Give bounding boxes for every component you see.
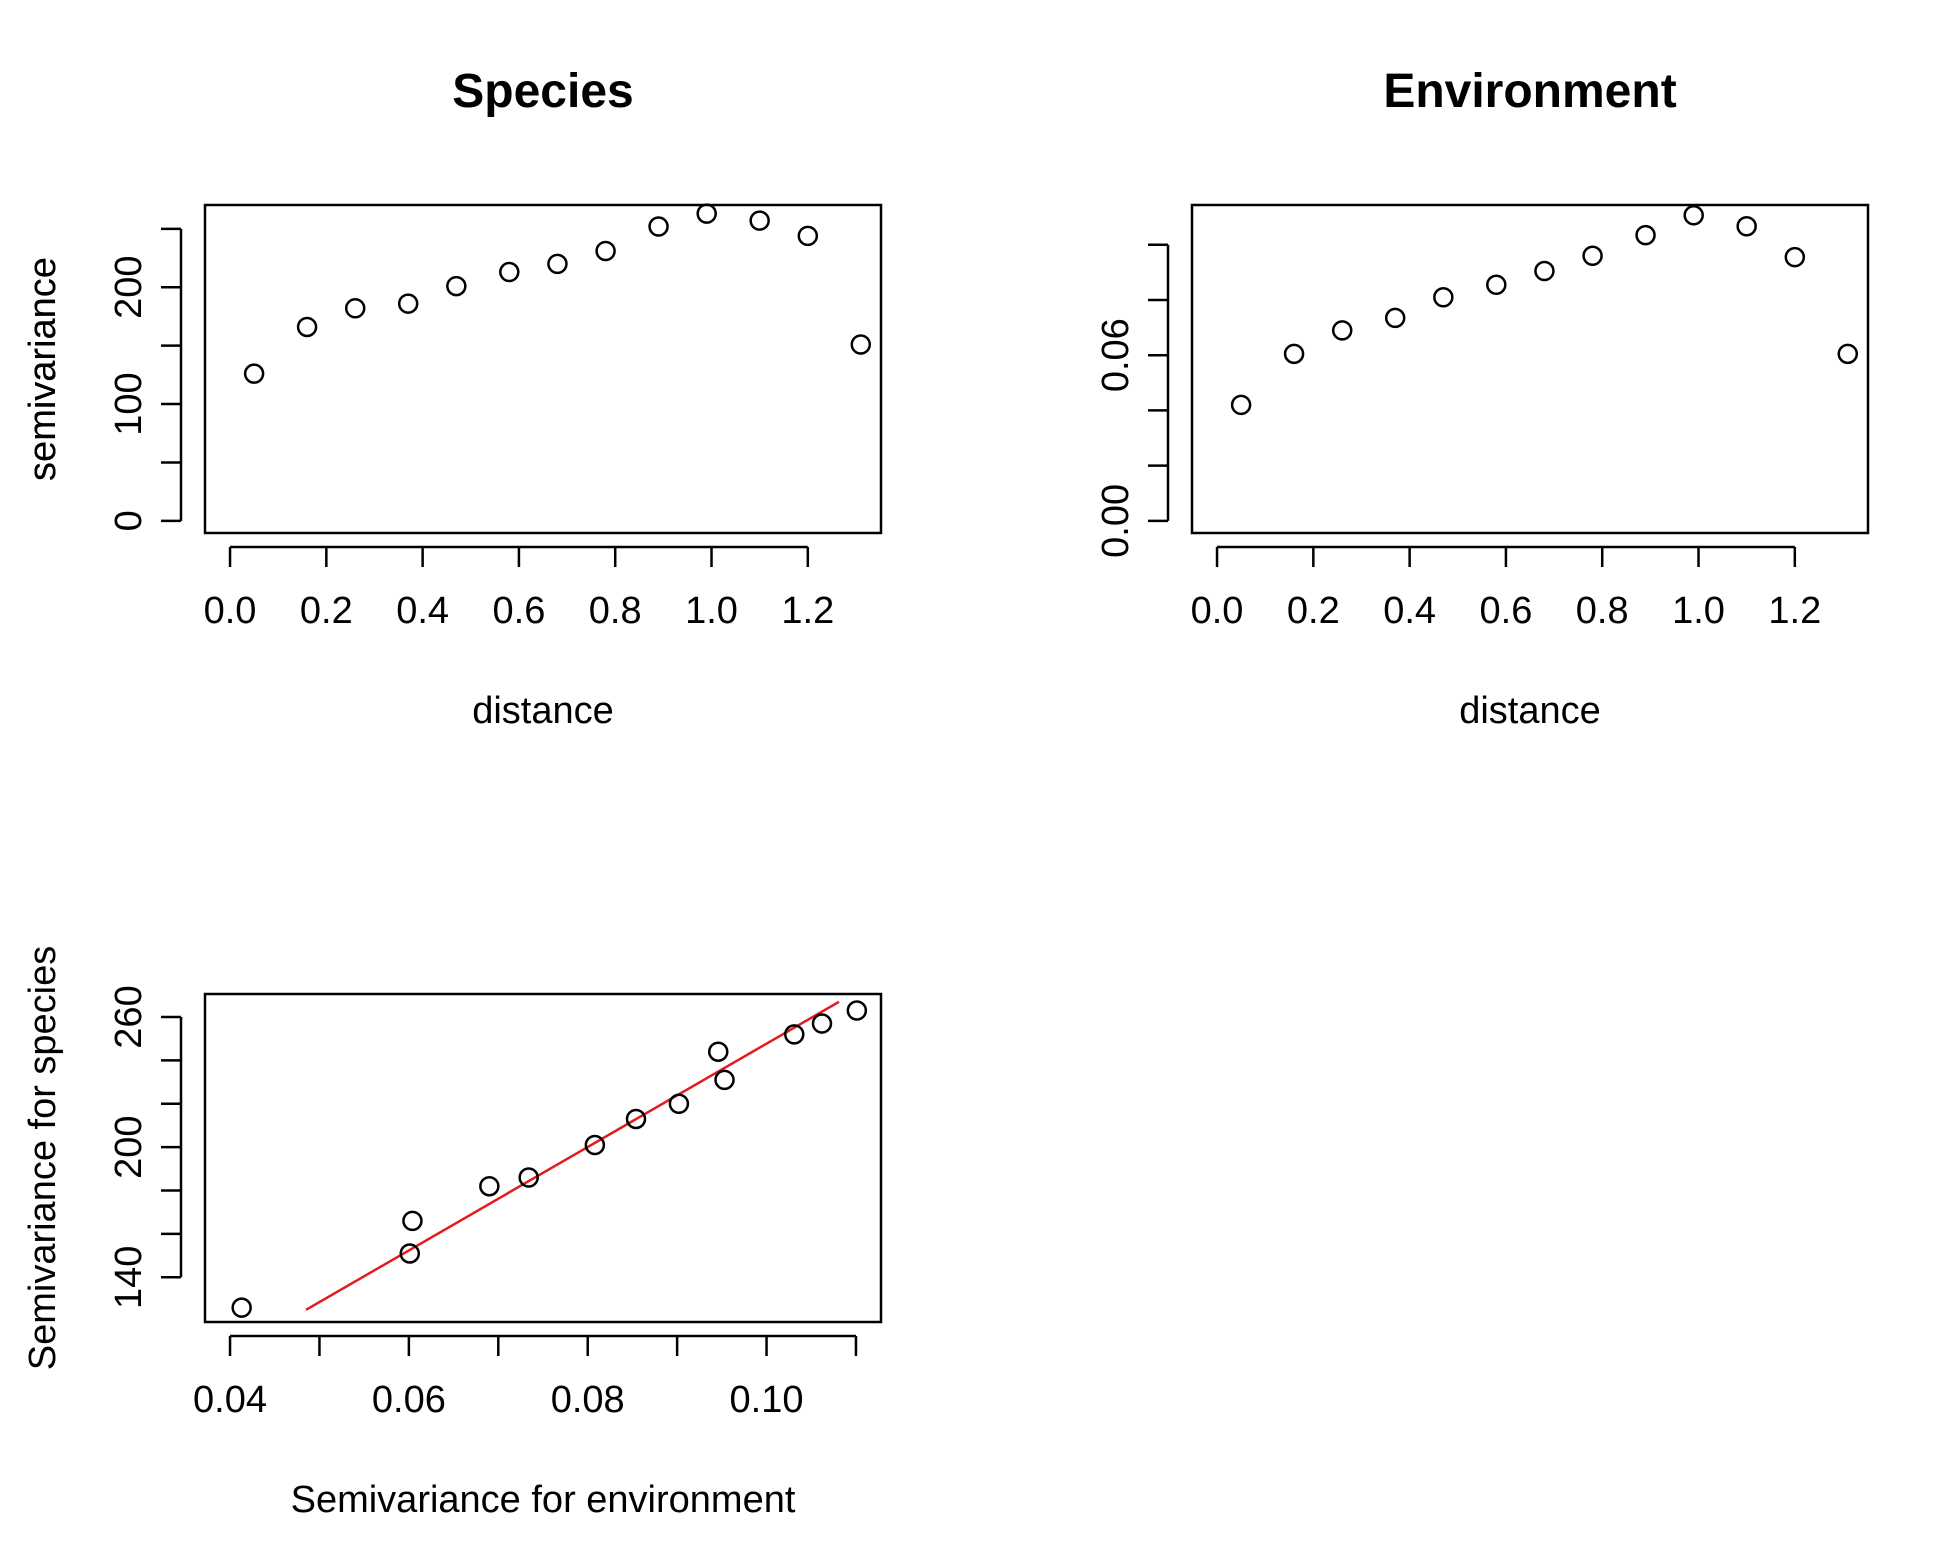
data-point	[584, 1134, 606, 1156]
data-point	[1486, 274, 1507, 296]
x-tick-label: 0.6	[1480, 590, 1533, 632]
chart-title: Environment	[1383, 65, 1676, 118]
data-point	[714, 1069, 735, 1091]
x-tick-label: 1.2	[781, 590, 834, 632]
data-point	[344, 298, 366, 319]
y-axis-label: semivariance	[22, 257, 64, 481]
data-point	[850, 334, 872, 355]
y-tick-label: 140	[108, 1246, 150, 1309]
data-point	[1683, 204, 1704, 226]
data-point	[1283, 343, 1305, 365]
data-point	[1331, 320, 1353, 341]
y-axis-label: semivariance	[22, 257, 64, 481]
data-point	[399, 1243, 421, 1264]
plot-frame	[1190, 203, 1870, 535]
data-point	[811, 1013, 833, 1034]
y-tick-label: 0	[108, 510, 150, 531]
x-tick-label: 0.2	[300, 590, 353, 632]
data-point	[1230, 394, 1252, 416]
data-point	[1736, 216, 1757, 237]
x-tick-label: 0.08	[551, 1379, 625, 1421]
data-point	[625, 1108, 647, 1130]
data-point	[479, 1175, 500, 1197]
data-point	[397, 293, 419, 314]
x-tick-label: 0.04	[193, 1379, 267, 1421]
x-tick-label: 0.4	[396, 590, 449, 632]
data-point	[518, 1167, 539, 1188]
data-point	[784, 1024, 805, 1045]
data-point	[595, 240, 616, 262]
data-point	[1384, 307, 1406, 329]
x-axis-label: Semivariance for environment	[291, 1479, 796, 1521]
data-point	[243, 363, 265, 384]
data-point	[1837, 343, 1859, 365]
y-tick-label: 0.00	[1095, 484, 1137, 558]
x-tick-label: 1.0	[1672, 590, 1725, 632]
x-tick-label: 1.0	[685, 590, 738, 632]
x-axis-label: distance	[1459, 690, 1601, 732]
regression-line	[305, 1000, 840, 1311]
y-tick-label: 260	[108, 985, 150, 1048]
data-point	[296, 316, 318, 338]
data-point	[499, 261, 520, 283]
data-point	[749, 210, 770, 231]
y-axis-label: Semivariance for species	[22, 946, 64, 1371]
data-point	[1433, 286, 1454, 308]
y-tick-label: 0.06	[1095, 318, 1137, 392]
y-tick-label: 200	[108, 256, 150, 319]
data-point	[1635, 224, 1656, 246]
data-point	[1534, 260, 1555, 282]
data-point	[648, 216, 669, 237]
chart-species: Species 0.0 0.2 0.4 0.6 0.8 1.0 1.2 0 100 200 dista…	[22, 65, 883, 732]
x-tick-label: 0.2	[1287, 590, 1340, 632]
x-tick-label: 0.4	[1383, 590, 1436, 632]
data-point	[708, 1041, 729, 1062]
data-point	[1582, 245, 1603, 267]
chart-species-vs-environment: 0.04 0.06 0.08 0.10 140 200 260 Semivariance fo…	[22, 946, 883, 1521]
x-tick-label: 0.10	[730, 1379, 804, 1421]
data-point	[547, 253, 568, 275]
data-point	[797, 225, 819, 247]
x-tick-label: 1.2	[1768, 590, 1821, 632]
data-point	[446, 275, 467, 297]
x-tick-label: 0.0	[204, 590, 257, 632]
plot-frame	[203, 203, 883, 535]
x-tick-label: 0.6	[493, 590, 546, 632]
data-point	[231, 1297, 252, 1318]
x-tick-label: 0.8	[1576, 590, 1629, 632]
data-point	[1784, 246, 1806, 268]
data-point	[402, 1210, 423, 1232]
data-point	[668, 1093, 690, 1115]
data-point	[846, 1000, 868, 1021]
x-axis-label: distance	[472, 690, 614, 732]
chart-title: Species	[452, 65, 633, 118]
plot-frame	[203, 992, 883, 1324]
x-tick-label: 0.0	[1191, 590, 1244, 632]
x-tick-label: 0.8	[589, 590, 642, 632]
y-tick-label: 200	[108, 1115, 150, 1178]
data-point	[696, 203, 717, 224]
x-tick-label: 0.06	[372, 1379, 446, 1421]
y-tick-label: 100	[108, 372, 150, 435]
